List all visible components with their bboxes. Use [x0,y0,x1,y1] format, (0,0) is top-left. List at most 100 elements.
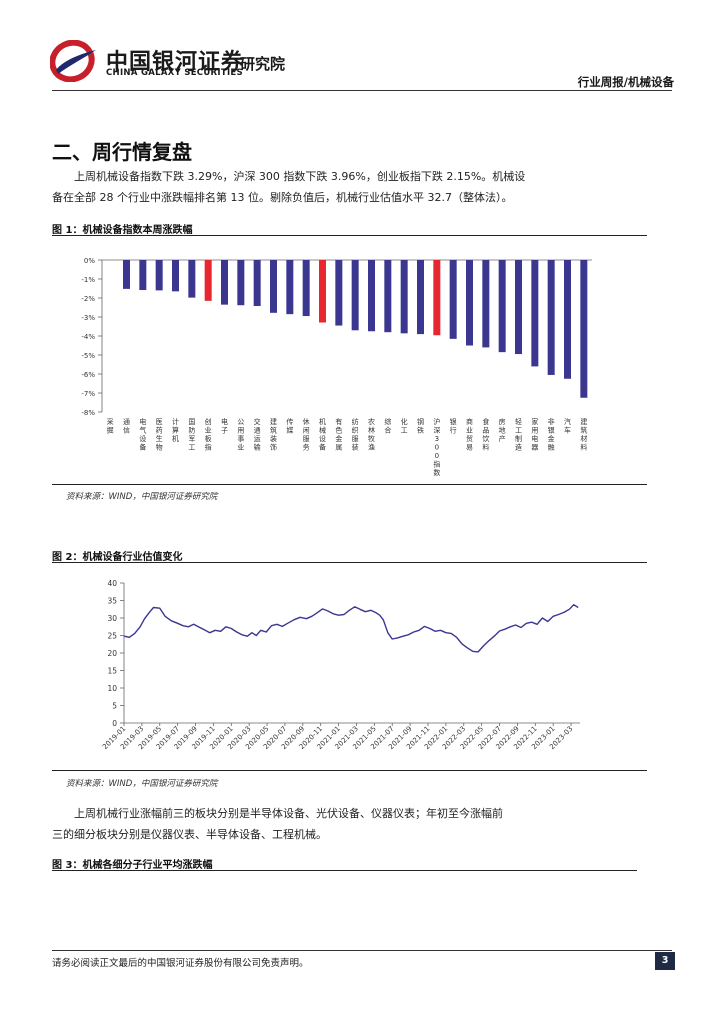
x-category-label: 建筑材料 [580,417,587,452]
bar [123,260,130,289]
figure-2-line-chart: 05101520253035402019-012019-032019-05201… [101,579,580,751]
bar [482,260,490,348]
bar [417,260,424,335]
x-category-label: 有色金属 [335,417,342,452]
x-category-label: 电子 [221,417,228,435]
y-tick-label: 0% [84,257,95,265]
x-category-label: 机械设备 [319,417,326,452]
y-tick-label: 25 [107,632,117,641]
bar [564,260,571,379]
bar [466,260,473,346]
bar [204,260,212,301]
bar [188,260,196,298]
x-category-label: 房地产 [499,417,506,443]
bar [384,260,392,333]
figure-1-bottom-rule [52,484,647,485]
x-category-label: 汽车 [564,417,571,435]
bar [351,260,359,331]
bar [400,260,408,334]
footer-divider [52,950,672,951]
x-category-label: 轻工制造 [515,417,522,452]
y-tick-label: 40 [107,579,117,588]
x-category-label: 综合 [384,417,391,435]
figure-1-title: 图 1：机械设备指数本周涨跌幅 [52,225,193,236]
footer-disclaimer: 请务必阅读正文最后的中国银河证券股份有限公司免责声明。 [52,958,309,969]
bar [368,260,375,332]
y-tick-label: -1% [81,276,95,284]
x-category-label: 计算机 [172,417,179,443]
x-category-label: 建筑装饰 [270,417,277,452]
report-type: 行业周报/机械设备 [577,75,674,89]
bar [139,260,147,291]
y-tick-label: -6% [81,371,95,379]
header-divider [52,90,672,91]
x-category-label: 电气设备 [139,417,146,452]
figure-3-title: 图 3：机械各细分子行业平均涨跌幅 [52,860,213,871]
y-tick-label: 20 [107,649,117,658]
y-tick-label: -4% [81,333,95,341]
bar [433,260,441,336]
x-category-label: 传媒 [286,417,293,435]
figure-1-source: 资料来源：WIND，中国银河证券研究院 [66,492,218,502]
bar [237,260,245,306]
figure-3-top-rule [52,870,637,871]
y-tick-label: 30 [107,614,117,623]
x-category-label: 家用电器 [531,417,538,452]
x-category-label: 交通运输 [254,417,261,452]
subsector-line-2: 三的细分板块分别是仪器仪表、半导体设备、工程机械。 [52,828,327,841]
company-name-cn: 中国银河证券 [106,50,245,75]
series-line-pe [123,604,579,653]
y-tick-label: -5% [81,352,95,360]
x-category-label: 化工 [401,417,408,435]
bar [580,260,588,398]
x-category-label: 食品饮料 [482,417,489,452]
page-number: 3 [655,952,675,970]
bar [449,260,457,339]
y-tick-label: -3% [81,314,95,322]
y-tick-label: 10 [107,684,117,693]
x-category-label: 银行 [450,417,457,435]
bar [302,260,310,317]
y-tick-label: 0 [112,719,117,728]
y-tick-label: 15 [107,667,117,676]
x-category-label: 农林牧渔 [368,417,375,452]
figure-2-source: 资料来源：WIND，中国银河证券研究院 [66,779,218,789]
x-category-label: 创业板指 [205,417,212,452]
intro-line-1: 上周机械设备指数下跌 3.29%，沪深 300 指数下跌 3.96%，创业板指下… [74,170,526,183]
bar [515,260,522,355]
subsector-paragraph: 上周机械行业涨幅前三的板块分别是半导体设备、光伏设备、仪器仪表；年初至今涨幅前 … [52,803,582,845]
y-tick-label: 35 [107,597,117,606]
bar [155,260,163,291]
y-tick-label: -7% [81,390,95,398]
figure-2-bottom-rule [52,770,647,771]
x-category-label: 医药生物 [156,418,163,452]
y-tick-label: -8% [81,409,95,417]
bar [498,260,506,353]
bar [547,260,555,375]
bar [270,260,277,313]
figure-1-top-rule [52,235,647,236]
bar [172,260,179,292]
x-category-label: 国防军工 [188,418,195,452]
y-tick-label: 5 [112,702,117,711]
x-category-label: 休闲服务 [303,417,310,452]
intro-paragraph: 上周机械设备指数下跌 3.29%，沪深 300 指数下跌 3.96%，创业板指下… [52,166,582,208]
figure-2-title: 图 2：机械设备行业估值变化 [52,552,183,563]
x-category-label: 公用事业 [237,418,244,452]
intro-line-2: 备在全部 28 个行业中涨跌幅排名第 13 位。剔除负值后，机械行业估值水平 3… [52,191,513,204]
x-category-label: 非银金融 [548,417,555,452]
section-title: 二、周行情复盘 [52,140,192,164]
bar [221,260,228,305]
subsector-line-1: 上周机械行业涨幅前三的板块分别是半导体设备、光伏设备、仪器仪表；年初至今涨幅前 [74,807,503,820]
company-name-en: CHINA GALAXY SECURITIES [106,68,243,78]
x-category-label: 沪深 3 0 0 指数 [433,417,440,477]
x-category-label: 纺织服装 [352,417,359,452]
institute-label: 研究院 [240,55,286,73]
bar [531,260,539,367]
x-category-label: 钢铁 [417,417,424,435]
bar [286,260,294,315]
galaxy-logo-icon [50,40,96,82]
x-category-label: 商业贸易 [466,417,473,452]
figure-2-top-rule [52,562,647,563]
